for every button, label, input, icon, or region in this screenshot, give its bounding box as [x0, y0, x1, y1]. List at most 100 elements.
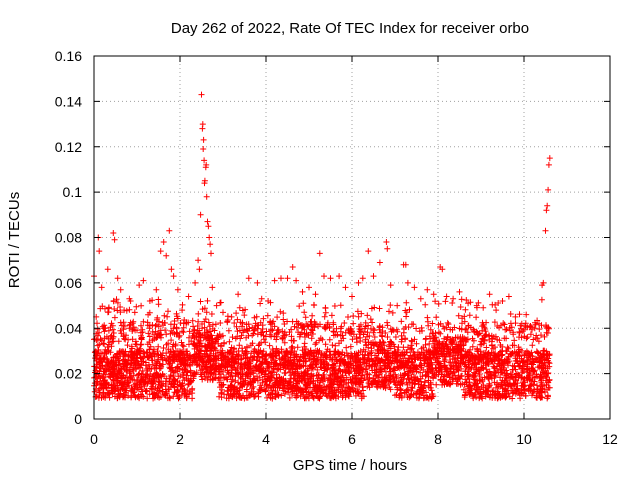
data-point	[162, 391, 169, 398]
data-point	[537, 350, 544, 357]
data-point	[519, 382, 526, 389]
data-point	[192, 279, 199, 286]
data-point	[481, 349, 487, 356]
data-point	[430, 393, 437, 400]
data-point	[501, 321, 508, 328]
data-point	[447, 338, 454, 344]
data-point	[411, 351, 418, 358]
data-point	[510, 382, 517, 389]
data-point	[258, 295, 265, 302]
data-point	[515, 389, 522, 395]
data-point	[357, 338, 364, 344]
data-point	[323, 392, 330, 399]
data-point	[416, 328, 423, 335]
data-point	[504, 358, 511, 365]
data-point	[546, 363, 553, 370]
data-point	[174, 286, 181, 293]
data-point	[312, 348, 319, 354]
data-point	[236, 342, 243, 349]
data-point	[292, 370, 299, 377]
data-point	[144, 319, 151, 326]
data-point	[439, 266, 446, 273]
data-point	[405, 386, 412, 393]
data-point	[271, 277, 278, 284]
data-point	[361, 356, 368, 363]
data-point	[387, 386, 394, 393]
data-point	[359, 393, 366, 400]
data-point	[140, 318, 147, 325]
data-point	[176, 348, 183, 355]
data-point	[387, 338, 394, 345]
data-point	[133, 341, 140, 348]
data-point	[226, 338, 233, 345]
data-point	[451, 372, 458, 379]
data-point	[435, 300, 442, 307]
data-point	[100, 381, 107, 388]
data-point	[153, 286, 160, 293]
data-point	[406, 355, 413, 362]
data-point	[273, 330, 280, 337]
data-point	[257, 387, 264, 394]
data-point	[408, 345, 415, 352]
data-point	[314, 366, 321, 373]
data-point	[457, 304, 464, 310]
data-point	[460, 386, 467, 393]
y-tick-label: 0.16	[55, 48, 82, 64]
y-tick-label: 0.12	[55, 139, 82, 155]
data-point	[299, 322, 306, 329]
data-point	[367, 341, 374, 348]
data-point	[309, 312, 316, 319]
data-point	[538, 365, 545, 372]
data-point	[293, 324, 300, 331]
data-point	[155, 356, 162, 363]
data-point	[348, 328, 355, 335]
data-point	[129, 328, 136, 334]
data-point	[426, 351, 433, 358]
data-point	[256, 341, 263, 348]
data-point	[155, 374, 162, 380]
data-point	[356, 359, 363, 366]
data-point	[417, 295, 424, 302]
data-point	[495, 356, 502, 363]
data-point	[483, 331, 490, 338]
data-point	[409, 385, 416, 392]
data-point	[199, 376, 206, 383]
data-point	[203, 347, 209, 354]
data-point	[239, 323, 245, 330]
data-point	[514, 380, 521, 387]
data-point	[530, 358, 537, 365]
data-point	[236, 394, 243, 401]
data-point	[442, 298, 449, 305]
data-point	[267, 318, 274, 325]
data-point	[324, 346, 331, 353]
data-point	[204, 297, 211, 304]
data-point	[370, 375, 377, 381]
data-point	[438, 347, 445, 354]
data-point	[220, 374, 227, 381]
data-point	[541, 333, 548, 340]
data-point	[209, 284, 216, 291]
data-point	[95, 394, 102, 401]
data-point	[138, 393, 145, 399]
data-point	[483, 370, 490, 376]
data-point	[337, 302, 344, 309]
data-point	[171, 389, 178, 396]
data-point	[138, 302, 145, 309]
data-point	[521, 386, 528, 393]
data-point	[143, 350, 150, 356]
data-point	[191, 353, 198, 360]
data-point	[485, 375, 492, 382]
data-point	[498, 352, 505, 359]
data-point	[330, 394, 337, 401]
data-point	[281, 353, 288, 360]
data-point	[445, 321, 452, 328]
data-point	[140, 277, 147, 284]
data-point	[389, 309, 396, 316]
data-point	[217, 320, 224, 326]
data-point	[282, 365, 289, 372]
data-point	[233, 391, 240, 398]
data-point	[459, 380, 466, 387]
data-point	[116, 390, 122, 397]
data-point	[484, 359, 491, 366]
data-point	[140, 393, 147, 400]
